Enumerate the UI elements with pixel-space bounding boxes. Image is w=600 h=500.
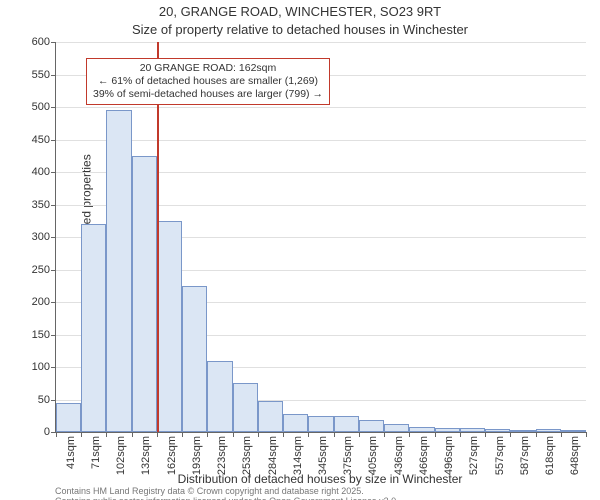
x-tick-mark	[409, 432, 410, 437]
y-tick-label: 250	[32, 264, 56, 276]
y-tick-label: 350	[32, 199, 56, 211]
y-tick-label: 450	[32, 134, 56, 146]
x-tick-label: 587sqm	[519, 436, 531, 475]
x-tick-label: 527sqm	[468, 436, 480, 475]
x-tick-mark	[56, 432, 57, 437]
x-tick-label: 71sqm	[90, 436, 102, 469]
footer-copyright-1: Contains HM Land Registry data © Crown c…	[55, 486, 364, 496]
x-tick-label: 618sqm	[544, 436, 556, 475]
x-tick-label: 557sqm	[494, 436, 506, 475]
x-tick-mark	[536, 432, 537, 437]
histogram-bar	[510, 430, 535, 432]
y-tick-label: 200	[32, 296, 56, 308]
x-tick-mark	[435, 432, 436, 437]
x-tick-mark	[384, 432, 385, 437]
chart-title: 20, GRANGE ROAD, WINCHESTER, SO23 9RT	[0, 4, 600, 19]
x-tick-mark	[283, 432, 284, 437]
y-tick-label: 100	[32, 361, 56, 373]
x-axis-label: Distribution of detached houses by size …	[55, 472, 585, 486]
x-tick-mark	[233, 432, 234, 437]
x-tick-label: 162sqm	[166, 436, 178, 475]
x-tick-mark	[182, 432, 183, 437]
x-tick-mark	[81, 432, 82, 437]
x-tick-label: 496sqm	[443, 436, 455, 475]
x-tick-label: 223sqm	[216, 436, 228, 475]
chart-subtitle: Size of property relative to detached ho…	[0, 22, 600, 37]
histogram-bar	[308, 416, 333, 432]
x-tick-label: 102sqm	[115, 436, 127, 475]
x-tick-label: 314sqm	[292, 436, 304, 475]
histogram-bar	[258, 401, 283, 432]
annotation-line3: 39% of semi-detached houses are larger (…	[93, 88, 323, 101]
y-tick-label: 150	[32, 329, 56, 341]
x-tick-mark	[157, 432, 158, 437]
histogram-bar	[536, 429, 561, 432]
y-tick-label: 500	[32, 101, 56, 113]
y-tick-label: 300	[32, 231, 56, 243]
x-tick-mark	[485, 432, 486, 437]
y-tick-label: 400	[32, 166, 56, 178]
histogram-bar	[384, 424, 409, 432]
x-tick-label: 132sqm	[140, 436, 152, 475]
histogram-bar	[460, 428, 485, 432]
x-tick-mark	[106, 432, 107, 437]
histogram-bar	[485, 429, 510, 432]
x-tick-mark	[460, 432, 461, 437]
x-tick-mark	[561, 432, 562, 437]
x-tick-label: 41sqm	[65, 436, 77, 469]
gridline	[56, 42, 586, 43]
x-tick-mark	[308, 432, 309, 437]
histogram-bar	[157, 221, 182, 432]
histogram-bar	[233, 383, 258, 432]
histogram-bar	[561, 430, 586, 432]
histogram-bar	[81, 224, 106, 432]
histogram-bar	[359, 420, 384, 432]
histogram-bar	[283, 414, 308, 432]
y-tick-label: 550	[32, 69, 56, 81]
footer-copyright-2: Contains public sector information licen…	[55, 496, 399, 500]
annotation-line2: ← 61% of detached houses are smaller (1,…	[93, 75, 323, 88]
histogram-bar	[182, 286, 207, 432]
x-tick-mark	[258, 432, 259, 437]
annotation-line1: 20 GRANGE ROAD: 162sqm	[93, 62, 323, 75]
histogram-bar	[106, 110, 131, 432]
x-tick-label: 436sqm	[393, 436, 405, 475]
x-tick-mark	[510, 432, 511, 437]
x-tick-label: 284sqm	[267, 436, 279, 475]
x-tick-mark	[359, 432, 360, 437]
histogram-bar	[132, 156, 157, 432]
x-tick-label: 193sqm	[191, 436, 203, 475]
plot-area: 05010015020025030035040045050055060041sq…	[55, 42, 586, 433]
histogram-bar	[56, 403, 81, 432]
histogram-bar	[409, 427, 434, 432]
y-tick-label: 600	[32, 36, 56, 48]
x-tick-mark	[207, 432, 208, 437]
x-tick-mark	[586, 432, 587, 437]
y-tick-label: 0	[44, 426, 56, 438]
histogram-bar	[435, 428, 460, 432]
histogram-bar	[334, 416, 359, 432]
x-tick-label: 466sqm	[418, 436, 430, 475]
x-tick-label: 375sqm	[342, 436, 354, 475]
gridline	[56, 107, 586, 108]
annotation-box: 20 GRANGE ROAD: 162sqm← 61% of detached …	[86, 58, 330, 105]
x-tick-label: 253sqm	[241, 436, 253, 475]
x-tick-mark	[334, 432, 335, 437]
histogram-bar	[207, 361, 232, 433]
gridline	[56, 140, 586, 141]
x-tick-label: 405sqm	[367, 436, 379, 475]
histogram-chart: 20, GRANGE ROAD, WINCHESTER, SO23 9RT Si…	[0, 0, 600, 500]
y-tick-label: 50	[38, 394, 56, 406]
x-tick-label: 345sqm	[317, 436, 329, 475]
x-tick-mark	[132, 432, 133, 437]
x-tick-label: 648sqm	[569, 436, 581, 475]
